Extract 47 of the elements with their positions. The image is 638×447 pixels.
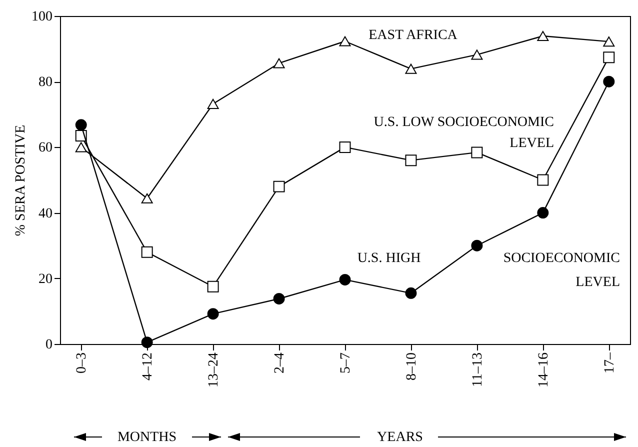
x-tick-label: 4–12 [140,352,156,380]
point [339,36,351,46]
point [603,52,615,64]
text: U.S. HIGH SOCIOECONOMIC LEVEL [357,251,620,290]
x-tick-label: 17– [602,352,618,374]
point [471,50,483,60]
text: MONTHS [117,430,177,445]
point [405,287,417,299]
point [405,154,417,166]
point [273,293,285,304]
x-tick-label: 0–3 [74,352,90,374]
y-axis-title: % SERA POSTIVE [14,124,28,236]
point [471,240,483,252]
point [471,146,483,158]
y-tick-label: 60 [38,140,52,156]
point [207,280,219,292]
y-tick-label: 20 [38,272,52,287]
point [75,119,87,131]
point [339,274,351,286]
point [537,30,549,42]
y-tick-label: 100 [32,10,52,24]
x-tick-label: 11–13 [470,352,486,387]
y-tick-label: 0 [46,338,52,352]
point [537,174,549,186]
point [405,64,417,74]
text: YEARS [377,430,423,445]
point [273,180,285,192]
point [339,141,351,153]
x-tick-label: 14–16 [536,352,552,388]
x-tick-label: 8–10 [404,352,420,380]
y-tick-label: 40 [38,206,52,222]
point [603,76,615,88]
point [603,36,615,47]
point [141,336,153,348]
x-tick-label: 5–7 [338,352,354,374]
point [537,207,549,219]
series-label: EAST AFRICA [368,28,458,43]
point [207,308,219,320]
series-label: U.S. LOW SOCIOECONOMIC LEVEL [374,115,554,151]
x-tick-label: 2–4 [272,352,288,374]
y-tick-label: 80 [38,75,52,90]
x-tick-label: 13–24 [206,352,222,388]
point [141,193,153,204]
point [273,58,285,68]
point [75,142,87,152]
point [141,246,153,258]
point [207,98,219,109]
